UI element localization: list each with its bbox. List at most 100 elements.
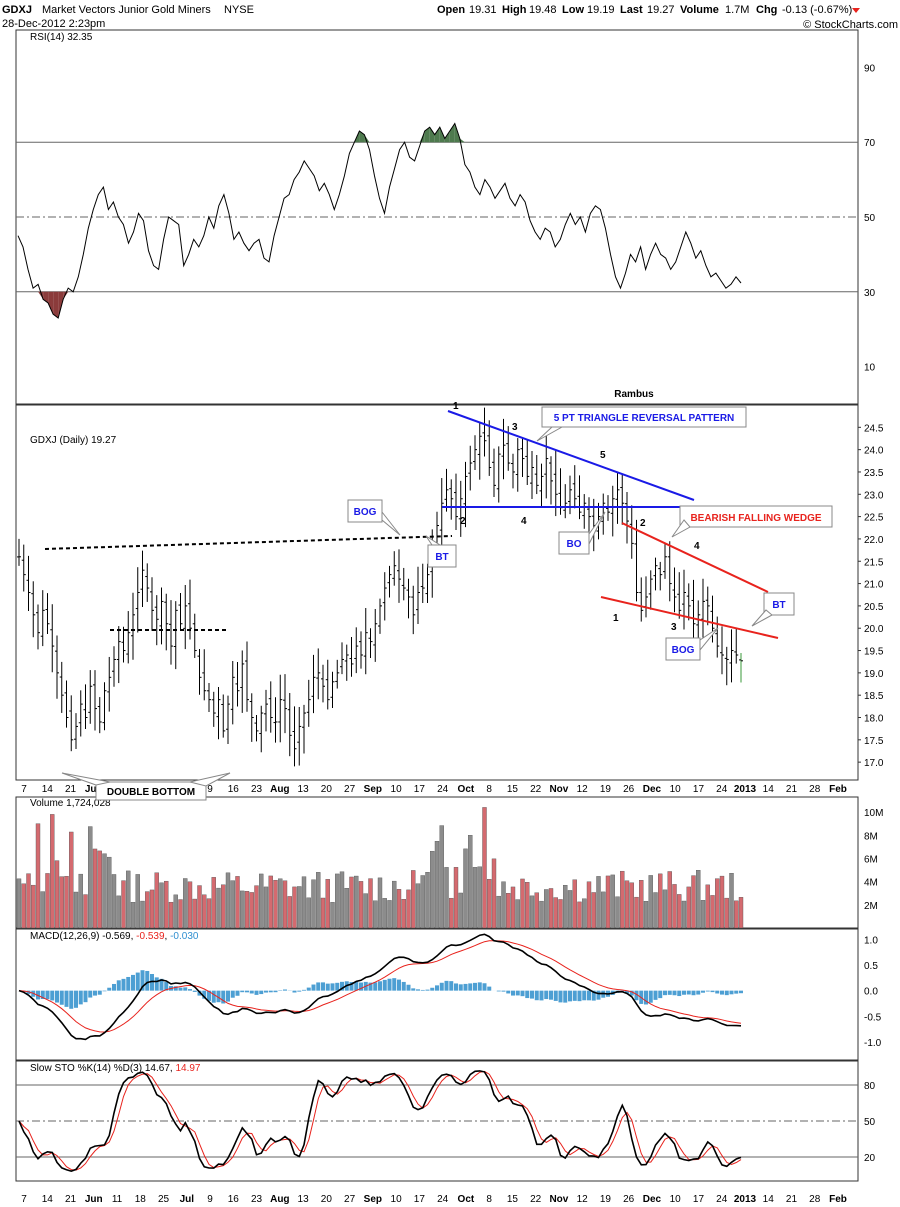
macd-hist-bar-136 bbox=[663, 990, 667, 996]
x-tick-0-35: Feb bbox=[829, 784, 847, 795]
volume-bar-11 bbox=[69, 831, 74, 929]
macd-hist-bar-31 bbox=[164, 981, 169, 991]
x-tick-0-2: 21 bbox=[65, 784, 77, 795]
macd-panel: 1.0 0.5 0.0 -0.5 -1.0 bbox=[18, 933, 882, 1049]
price-bar-74 bbox=[368, 628, 373, 659]
x-tick-1-8: 9 bbox=[207, 1194, 213, 1205]
header-last-label: Last bbox=[620, 4, 643, 16]
volume-bar-61 bbox=[306, 897, 311, 929]
bt-label-1: BT bbox=[435, 552, 448, 563]
macd-hist-bar-94 bbox=[463, 983, 468, 991]
x-tick-0-32: 14 bbox=[763, 784, 775, 795]
price-bar-52 bbox=[264, 689, 268, 732]
macd-hist-bar-21 bbox=[116, 980, 121, 991]
volume-bar-89 bbox=[439, 825, 444, 929]
x-tick-1-33: 21 bbox=[786, 1194, 798, 1205]
price-bar-138 bbox=[672, 567, 677, 613]
x-tick-1-10: 23 bbox=[251, 1194, 263, 1205]
price-bar-50 bbox=[254, 715, 259, 742]
x-tick-1-9: 16 bbox=[228, 1194, 240, 1205]
price-tick-19.0: 19.0 bbox=[864, 669, 884, 680]
volume-bar-78 bbox=[387, 900, 392, 929]
price-tick-17.0: 17.0 bbox=[864, 758, 884, 769]
price-bar-83 bbox=[411, 585, 416, 635]
price-bar-70 bbox=[349, 637, 354, 677]
triangle-callout: 5 PT TRIANGLE REVERSAL PATTERN bbox=[536, 406, 747, 442]
volume-tick-4: 4M bbox=[864, 878, 878, 889]
price-bar-66 bbox=[330, 671, 335, 708]
macd-hist-bar-2 bbox=[26, 990, 31, 995]
macd-hist-bar-13 bbox=[78, 990, 83, 1005]
price-bar-39 bbox=[202, 649, 207, 701]
volume-bar-96 bbox=[472, 867, 478, 929]
macd-hist-bar-50 bbox=[254, 990, 259, 995]
price-bar-3 bbox=[31, 581, 36, 638]
x-tick-0-3: Jun bbox=[85, 784, 103, 795]
macd-hist-bar-63 bbox=[316, 982, 321, 991]
volume-bar-84 bbox=[415, 883, 421, 929]
volume-bar-81 bbox=[401, 899, 406, 929]
volume-bar-37 bbox=[192, 898, 197, 929]
price-bar-132 bbox=[644, 576, 648, 618]
volume-bar-15 bbox=[88, 826, 93, 929]
macd-hist-bar-20 bbox=[112, 983, 116, 991]
volume-bar-74 bbox=[368, 878, 373, 929]
price-bar-8 bbox=[55, 635, 59, 699]
volume-bar-39 bbox=[202, 894, 207, 929]
volume-bar-109 bbox=[534, 892, 539, 929]
volume-bar-57 bbox=[287, 896, 292, 929]
macd-hist-bar-88 bbox=[435, 985, 439, 991]
volume-bar-43 bbox=[221, 884, 226, 929]
price-bar-133 bbox=[648, 570, 653, 610]
author-label: Rambus bbox=[614, 389, 654, 400]
x-tick-0-21: 15 bbox=[507, 784, 519, 795]
x-tick-1-14: 27 bbox=[344, 1194, 356, 1205]
price-bar-98 bbox=[482, 407, 487, 457]
volume-bar-55 bbox=[278, 878, 283, 929]
x-tick-1-24: 12 bbox=[577, 1194, 589, 1205]
volume-bar-19 bbox=[107, 856, 112, 929]
volume-bar-117 bbox=[572, 879, 577, 929]
volume-bar-72 bbox=[358, 881, 364, 929]
volume-bar-90 bbox=[444, 867, 449, 929]
macd-hist-bar-52 bbox=[264, 990, 268, 993]
macd-hist-bar-108 bbox=[530, 990, 534, 999]
volume-bar-20 bbox=[111, 874, 117, 929]
volume-bar-113 bbox=[553, 897, 558, 929]
volume-bar-12 bbox=[73, 891, 79, 929]
macd-hist-bar-82 bbox=[406, 984, 411, 991]
price-bar-58 bbox=[292, 706, 297, 767]
x-tick-1-6: 25 bbox=[158, 1194, 170, 1205]
volume-bar-6 bbox=[45, 873, 50, 929]
macd-hist-bar-33 bbox=[173, 986, 178, 991]
volume-bar-123 bbox=[601, 891, 606, 929]
volume-bar-141 bbox=[686, 886, 691, 929]
volume-bar-46 bbox=[235, 876, 240, 929]
bt-callout-1: BT bbox=[425, 535, 457, 568]
stochastic-panel: 80 50 20 bbox=[16, 1070, 876, 1172]
volume-bar-130 bbox=[634, 896, 639, 929]
volume-bar-111 bbox=[544, 889, 549, 929]
x-tick-0-8: 9 bbox=[207, 784, 213, 795]
macd-hist-bar-40 bbox=[207, 990, 211, 1001]
volume-bar-132 bbox=[643, 901, 649, 929]
price-bar-97 bbox=[477, 421, 482, 480]
price-bar-57 bbox=[287, 693, 292, 757]
header-open-label: Open bbox=[437, 4, 465, 16]
x-tick-0-0: 7 bbox=[21, 784, 27, 795]
sto-d-value: 14.97 bbox=[175, 1063, 200, 1074]
volume-bar-131 bbox=[639, 880, 644, 929]
volume-bar-83 bbox=[411, 870, 416, 929]
volume-bar-99 bbox=[487, 879, 492, 929]
price-bar-110 bbox=[539, 463, 544, 507]
x-tick-1-27: Dec bbox=[643, 1194, 662, 1205]
price-bar-25 bbox=[135, 567, 140, 633]
x-tick-0-22: 22 bbox=[530, 784, 542, 795]
x-tick-1-5: 18 bbox=[135, 1194, 147, 1205]
price-bar-19 bbox=[107, 656, 112, 712]
price-bar-54 bbox=[273, 697, 278, 743]
macd-hist-bar-56 bbox=[283, 989, 287, 991]
price-bar-37 bbox=[192, 613, 197, 658]
sto-label-prefix: Slow STO %K(14) %D(3) bbox=[30, 1063, 142, 1074]
volume-bar-140 bbox=[681, 900, 687, 929]
